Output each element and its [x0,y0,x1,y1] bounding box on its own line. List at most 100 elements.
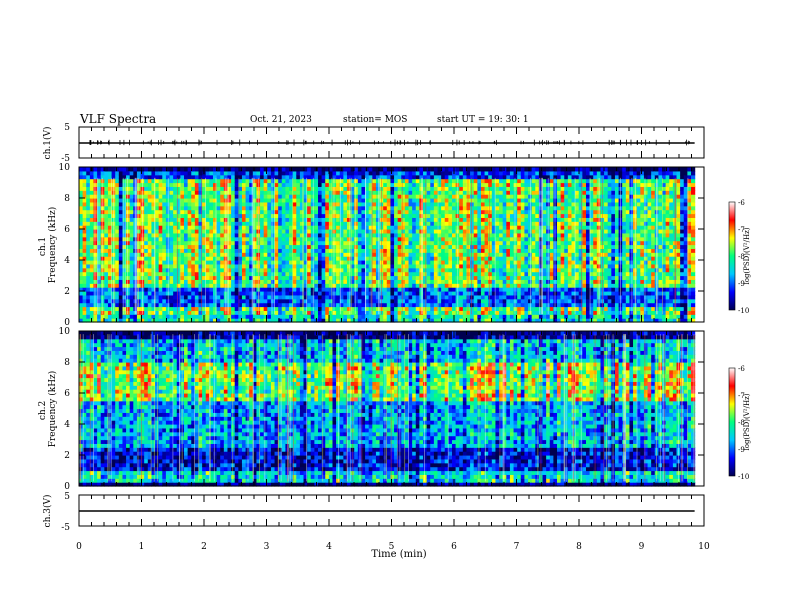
spectrogram-cell [180,306,185,311]
spectrogram-cell [332,314,337,319]
spectrogram-cell [194,248,200,253]
spectrogram-cell [502,186,507,191]
spectrogram-cell [191,283,196,288]
spectrogram-cell [444,318,449,323]
spectrogram-cell [198,260,203,265]
spectrogram-cell [289,209,294,215]
spectrogram-cell [93,271,98,277]
spectrogram-cell [180,225,185,230]
spectrogram-cell [509,240,515,246]
spectrogram-cell [423,298,428,304]
spectrogram-cell [433,174,439,180]
spectrogram-cell [314,310,319,315]
spectrogram-cell [93,256,98,261]
spectrogram-cell [223,190,229,195]
spectrogram-cell [346,170,352,176]
spectrogram-cell [115,287,120,292]
spectrogram-cell [495,232,500,238]
spectrogram-cell [292,248,297,253]
spectrogram-cell [104,225,109,230]
spectrogram-cell [318,174,323,180]
spectrogram-cell [198,314,203,319]
spectrogram-cell [292,213,297,218]
spectrogram-cell [212,310,218,315]
spectrogram-cell [194,298,200,304]
spectrogram-cell [339,225,344,230]
spectrogram-cell [346,306,352,311]
spectrogram-cell [162,244,167,249]
spectrogram-cell [107,167,113,172]
spectrogram-cell [423,178,428,184]
spectrogram-cell [394,314,399,319]
spectrogram-cell [107,248,113,253]
spectrogram-cell [122,287,127,292]
spectrogram-cell [191,291,196,296]
spectrogram-cell [144,275,149,280]
spectrogram-cell [437,287,442,292]
spectrogram-cell [238,310,243,315]
spectrogram-cell [470,201,475,207]
spectrogram-cell [241,209,247,215]
spectrogram-cell [303,252,308,257]
spectrogram-cell [136,287,142,292]
spectrogram-cell [372,240,377,246]
spectrogram-cell [234,244,239,249]
spectrogram-cell [252,221,258,226]
spectrogram-cell [241,287,247,292]
spectrogram-cell [162,213,167,218]
spectrogram-cell [140,167,145,172]
spectrogram-cell [307,170,312,176]
spectrogram-cell [100,198,105,203]
spectrogram-cell [415,194,420,199]
spectrogram-cell [209,291,214,296]
spectrogram-cell [495,310,500,315]
spectrogram-cell [223,178,229,184]
spectrogram-cell [194,236,200,242]
spectrogram-cell [292,287,297,292]
spectrogram-cell [491,213,497,218]
spectrogram-cell [365,271,370,277]
spectrogram-cell [285,205,290,211]
spectrogram-cell [198,240,203,246]
spectrogram-cell [129,294,134,300]
spectrogram-cell [216,186,221,191]
spectrogram-cell [151,314,156,319]
spectrogram-cell [430,275,435,280]
spectrogram-cell [234,167,239,172]
spectrogram-cell [136,306,142,311]
spectrogram-cell [441,294,446,300]
spectrogram-cell [89,240,95,246]
spectrogram-cell [241,236,247,242]
spectrogram-cell [423,294,428,300]
spectrogram-cell [118,279,124,284]
spectrogram-cell [495,170,500,176]
spectrogram-cell [126,263,131,269]
spectrogram-cell [212,279,218,284]
spectrogram-cell [158,294,163,300]
spectrogram-cell [426,229,431,234]
spectrogram-cell [285,167,290,172]
spectrogram-cell [372,318,377,323]
spectrogram-cell [155,271,160,277]
spectrogram-cell [412,232,417,238]
spectrogram-cell [86,283,91,288]
spectrogram-cell [433,267,439,273]
spectrogram-cell [459,194,464,199]
spectrogram-cell [307,194,312,199]
spectrogram-cell [270,294,276,300]
spectrogram-cell [499,291,504,296]
spectrogram-cell [466,217,471,222]
spectrogram-cell [303,287,308,292]
spectrogram-cell [372,271,377,277]
spectrogram-cell [426,190,431,195]
spectrogram-cell [212,236,218,242]
spectrogram-cell [444,263,449,269]
spectrogram-cell [448,221,453,226]
spectrogram-cell [307,302,312,308]
spectrogram-cell [372,279,377,284]
spectrogram-cell [336,294,341,300]
spectrogram-cell [433,170,439,176]
spectrogram-cell [205,252,210,257]
spectrogram-cell [397,302,402,308]
